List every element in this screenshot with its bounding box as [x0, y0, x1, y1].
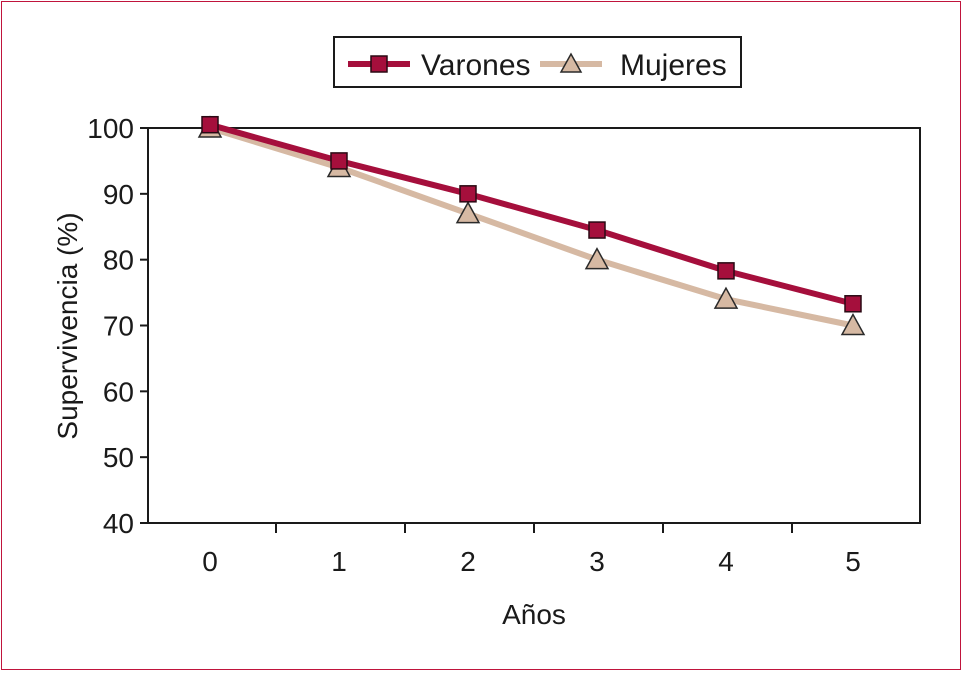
x-axis: 0 1 2 3 4 5: [202, 523, 861, 577]
legend-label-varones: Varones: [421, 49, 531, 82]
series-line-varones: [209, 121, 854, 307]
data-point-varones: [588, 221, 606, 239]
y-tick-label: 40: [103, 508, 134, 539]
y-tick-label: 60: [103, 376, 134, 407]
x-tick-label: 4: [718, 546, 734, 577]
data-point-varones: [201, 115, 219, 134]
legend-marker-square-icon: [370, 55, 388, 73]
y-tick-label: 100: [87, 113, 134, 144]
x-tick-label: 3: [589, 546, 605, 577]
data-point-mujeres: [584, 247, 610, 270]
x-axis-title: Años: [502, 599, 566, 630]
plot-area: [147, 127, 921, 524]
y-tick-label: 70: [103, 311, 134, 342]
legend-marker-triangle-icon: [559, 52, 583, 73]
series-layer: [197, 115, 866, 336]
y-tick-label: 80: [103, 245, 134, 276]
data-point-varones: [844, 295, 862, 313]
x-tick-label: 0: [202, 546, 218, 577]
data-point-varones: [459, 185, 477, 203]
legend-label-mujeres: Mujeres: [620, 49, 727, 82]
data-point-varones: [717, 262, 735, 280]
data-point-mujeres: [840, 312, 866, 336]
data-point-varones: [330, 152, 348, 170]
data-point-mujeres: [455, 201, 481, 224]
y-axis-title: Supervivencia (%): [52, 212, 83, 439]
x-tick-label: 5: [845, 546, 861, 577]
series-line-mujeres: [209, 125, 854, 329]
legend: Varones Mujeres: [333, 36, 742, 88]
x-tick-label: 2: [460, 546, 476, 577]
y-axis: 40 50 60 70 80 90 100: [87, 113, 148, 539]
legend-entry-mujeres: Mujeres: [540, 49, 727, 82]
x-tick-label: 1: [331, 546, 347, 577]
data-point-mujeres: [713, 286, 739, 309]
legend-entry-varones: Varones: [348, 49, 531, 82]
y-tick-label: 90: [103, 179, 134, 210]
y-tick-label: 50: [103, 442, 134, 473]
